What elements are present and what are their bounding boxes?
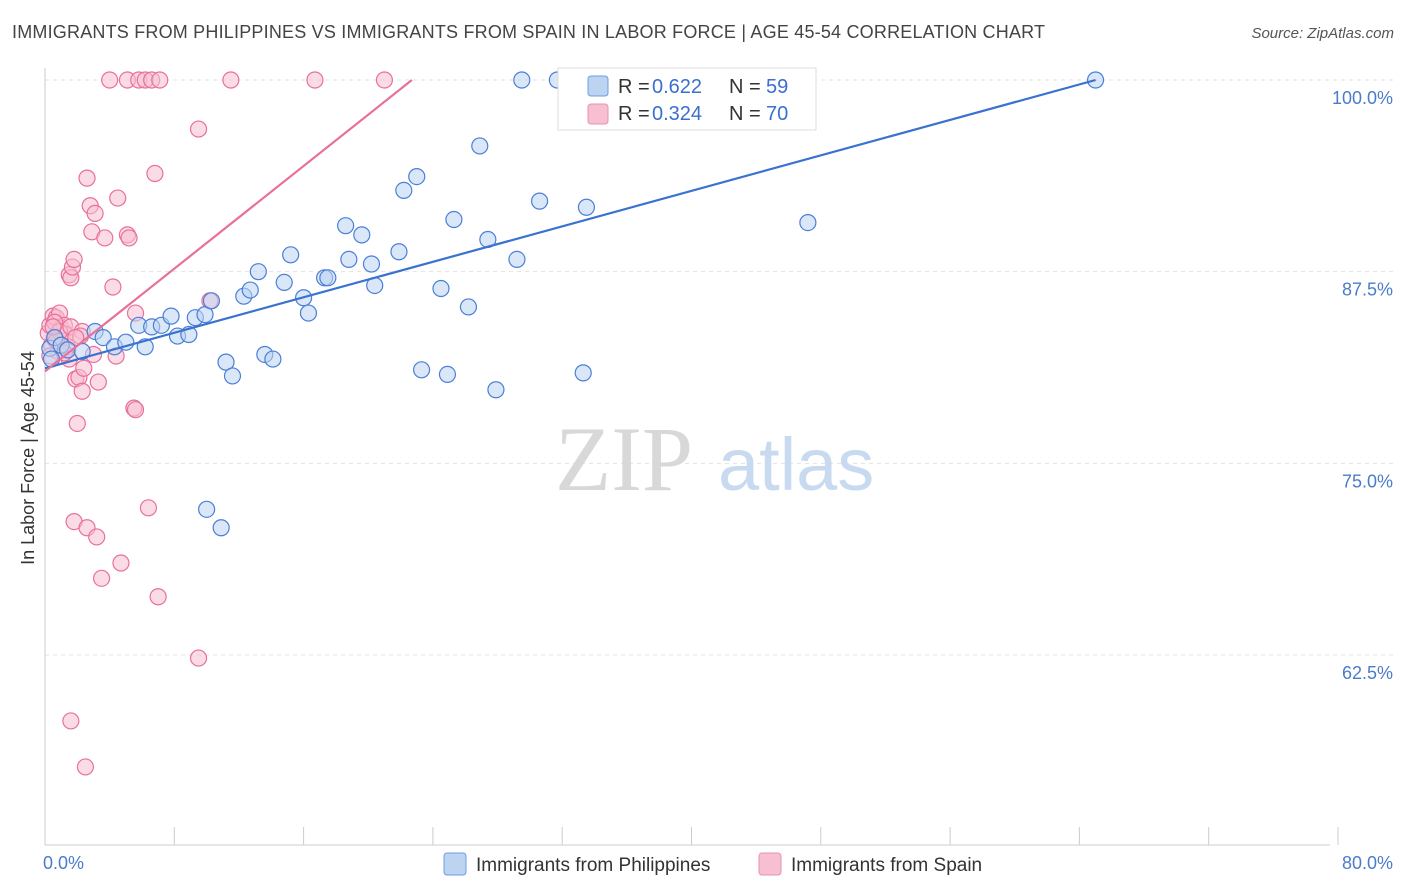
bottom-legend-swatch-spain [758, 852, 782, 876]
spain-point [76, 758, 95, 776]
philippines-point [530, 192, 549, 210]
spain-point [88, 528, 106, 546]
spain-point [112, 554, 130, 572]
spain-point [86, 204, 104, 222]
bottom-legend-label-spain: Immigrants from Spain [791, 855, 982, 876]
philippines-point [395, 181, 413, 199]
spain-point [375, 71, 394, 89]
watermark-atlas: atlas [718, 423, 874, 506]
philippines-point [574, 364, 592, 382]
legend-swatch-philippines [587, 75, 609, 97]
philippines-point [264, 350, 282, 368]
philippines-point [459, 298, 478, 316]
y-tick-labels: 62.5% 75.0% 87.5% 100.0% [1332, 88, 1393, 683]
philippines-point [162, 307, 180, 325]
spain-point [306, 71, 324, 89]
bottom-legend-label-philippines: Immigrants from Philippines [476, 855, 710, 876]
spain-point [73, 382, 91, 400]
philippines-point [337, 217, 355, 235]
bottom-legend: Immigrants from Philippines Immigrants f… [443, 852, 982, 876]
philippines-point [390, 243, 408, 261]
spain-point [126, 401, 145, 419]
philippines-point [223, 367, 242, 385]
watermark-zip: ZIP [555, 408, 693, 510]
gridlines [45, 79, 1393, 656]
y-axis-title: In Labor Force | Age 45-54 [18, 351, 38, 565]
spain-point [101, 71, 119, 89]
legend-r-label-2: R = [618, 103, 650, 125]
philippines-point [212, 519, 230, 537]
legend-box: R = 0.622 N = 59 R = 0.324 N = 70 [557, 67, 817, 131]
philippines-point [217, 353, 235, 371]
philippines-point [198, 500, 216, 518]
philippines-point [362, 255, 381, 273]
philippines-point [513, 71, 531, 89]
philippines-point [487, 381, 505, 399]
spain-point [109, 189, 127, 207]
philippines-point [299, 304, 318, 322]
spain-point [92, 569, 111, 587]
y-tick-label: 100.0% [1332, 88, 1393, 108]
bottom-legend-swatch-philippines [443, 852, 467, 876]
legend-n-value-1: 59 [766, 76, 788, 98]
spain-point [75, 359, 93, 377]
spain-point [65, 250, 83, 268]
legend-r-value-2: 0.324 [652, 103, 702, 125]
philippines-point [275, 273, 293, 291]
spain-point [139, 499, 158, 517]
x-tick-label-min: 0.0% [43, 853, 84, 873]
x-tick-label-max: 80.0% [1342, 853, 1393, 873]
spain-point [104, 278, 122, 296]
philippines-point [438, 365, 457, 383]
spain-point [89, 373, 107, 391]
series-philippines-points [41, 71, 1105, 537]
spain-point [96, 229, 114, 247]
philippines-point [799, 214, 817, 232]
philippines-point [353, 226, 371, 244]
trendline-philippines [44, 78, 1096, 370]
philippines-point [73, 342, 91, 360]
spain-point [151, 71, 169, 89]
y-tick-label: 75.0% [1342, 471, 1393, 491]
legend-swatch-spain [587, 103, 609, 125]
y-tick-label: 87.5% [1342, 280, 1393, 300]
philippines-point [408, 168, 426, 186]
philippines-point [412, 361, 431, 379]
philippines-point [432, 279, 450, 298]
philippines-point [471, 137, 489, 155]
y-tick-label: 62.5% [1342, 663, 1393, 683]
philippines-point [202, 292, 221, 310]
spain-point [146, 164, 164, 183]
chart-title: IMMIGRANTS FROM PHILIPPINES VS IMMIGRANT… [12, 22, 1046, 42]
series-spain-points [39, 71, 394, 776]
philippines-point [508, 250, 526, 268]
philippines-point [249, 263, 267, 281]
spain-point [78, 169, 96, 187]
legend-r-label-1: R = [618, 76, 650, 98]
spain-point [189, 120, 208, 138]
trendline-spain [44, 79, 413, 373]
legend-r-value-1: 0.622 [652, 76, 702, 98]
philippines-point [94, 329, 112, 347]
spain-point [149, 588, 167, 606]
philippines-point [196, 306, 214, 324]
philippines-point [577, 198, 596, 216]
philippines-point [319, 269, 337, 287]
x-axis-ticks [44, 827, 1339, 845]
spain-point [189, 649, 208, 667]
legend-n-value-2: 70 [766, 103, 788, 125]
legend-n-label-1: N = [729, 76, 761, 98]
source-label: Source: ZipAtlas.com [1251, 25, 1394, 42]
legend-n-label-2: N = [729, 103, 761, 125]
spain-point [68, 414, 86, 433]
philippines-point [241, 281, 259, 299]
spain-point [120, 229, 138, 247]
spain-point [222, 71, 240, 89]
spain-point [62, 712, 80, 730]
philippines-point [282, 246, 300, 264]
philippines-point [340, 250, 358, 268]
philippines-point [445, 210, 463, 229]
